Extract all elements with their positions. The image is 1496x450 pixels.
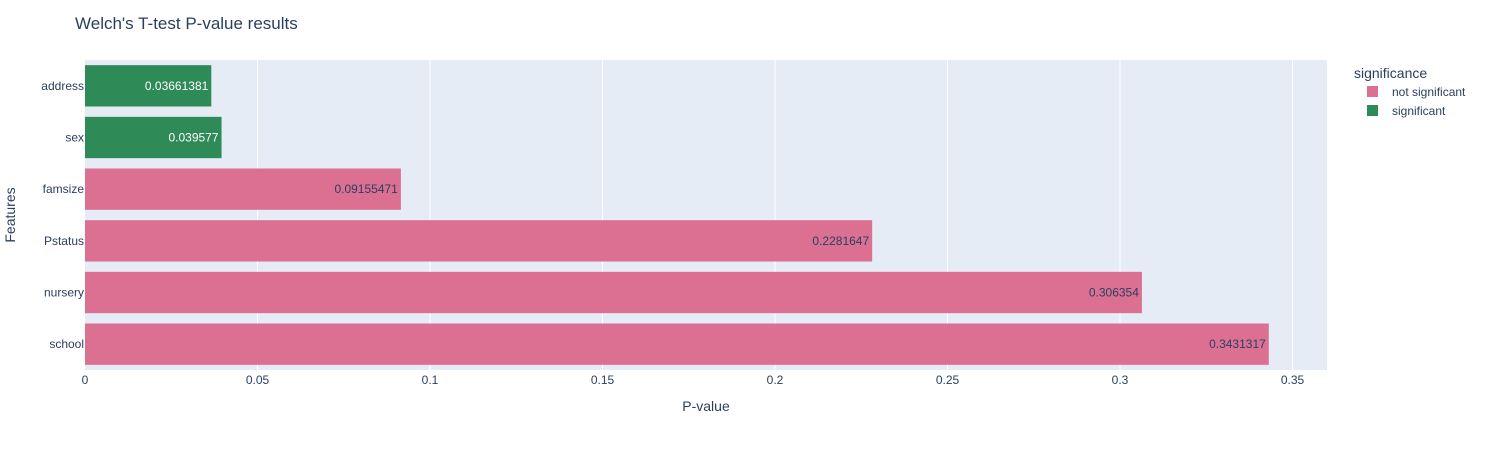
y-tick-label: nursery: [44, 286, 84, 300]
bar-sex[interactable]: [85, 116, 222, 159]
chart-title: Welch's T-test P-value results: [75, 14, 298, 33]
gridlines: [257, 60, 1293, 370]
x-tick-label: 0.15: [591, 373, 615, 387]
bar-school[interactable]: [85, 323, 1269, 365]
bar-famsize[interactable]: [85, 168, 401, 210]
y-tick-label: famsize: [43, 182, 85, 196]
bar-value-label: 0.09155471: [334, 182, 398, 196]
y-tick-label: school: [49, 337, 84, 351]
x-tick-label: 0: [82, 373, 89, 387]
y-tick-label: address: [41, 79, 84, 93]
bar-value-label: 0.03661381: [145, 79, 209, 93]
x-tick-label: 0.1: [422, 373, 439, 387]
x-tick-label: 0.2: [767, 373, 784, 387]
bar-nursery[interactable]: [85, 271, 1142, 314]
x-axis-title: P-value: [682, 398, 730, 414]
legend-swatch: [1367, 86, 1378, 97]
bars: 0.03661381 0.039577 0.09155471 0.2281647 0.3…: [85, 65, 1269, 365]
bar-value-label: 0.039577: [168, 131, 218, 145]
x-tick-label: 0.3: [1112, 373, 1129, 387]
x-tick-label: 0.05: [246, 373, 270, 387]
x-axis-ticks: 0 0.05 0.1 0.15 0.2 0.25 0.3 0.35: [82, 373, 1305, 387]
legend-title: significance: [1354, 65, 1427, 81]
legend-item-significant[interactable]: significant: [1367, 104, 1446, 118]
bar-address[interactable]: [85, 65, 212, 107]
legend-label: significant: [1392, 104, 1446, 118]
y-axis-title: Features: [2, 187, 18, 242]
bar-value-label: 0.3431317: [1209, 337, 1266, 351]
bar-value-label: 0.306354: [1089, 286, 1139, 300]
y-tick-label: Pstatus: [44, 234, 84, 248]
x-tick-label: 0.35: [1281, 373, 1305, 387]
legend-swatch: [1367, 105, 1378, 116]
bar-value-label: 0.2281647: [812, 234, 869, 248]
x-tick-label: 0.25: [936, 373, 960, 387]
legend-item-not-significant[interactable]: not significant: [1367, 85, 1466, 99]
legend[interactable]: significance not significant significant: [1354, 65, 1466, 118]
legend-label: not significant: [1392, 85, 1466, 99]
y-tick-label: sex: [65, 131, 84, 145]
bar-pstatus[interactable]: [85, 220, 873, 262]
y-axis-ticks: address sex famsize Pstatus nursery school: [41, 79, 84, 351]
